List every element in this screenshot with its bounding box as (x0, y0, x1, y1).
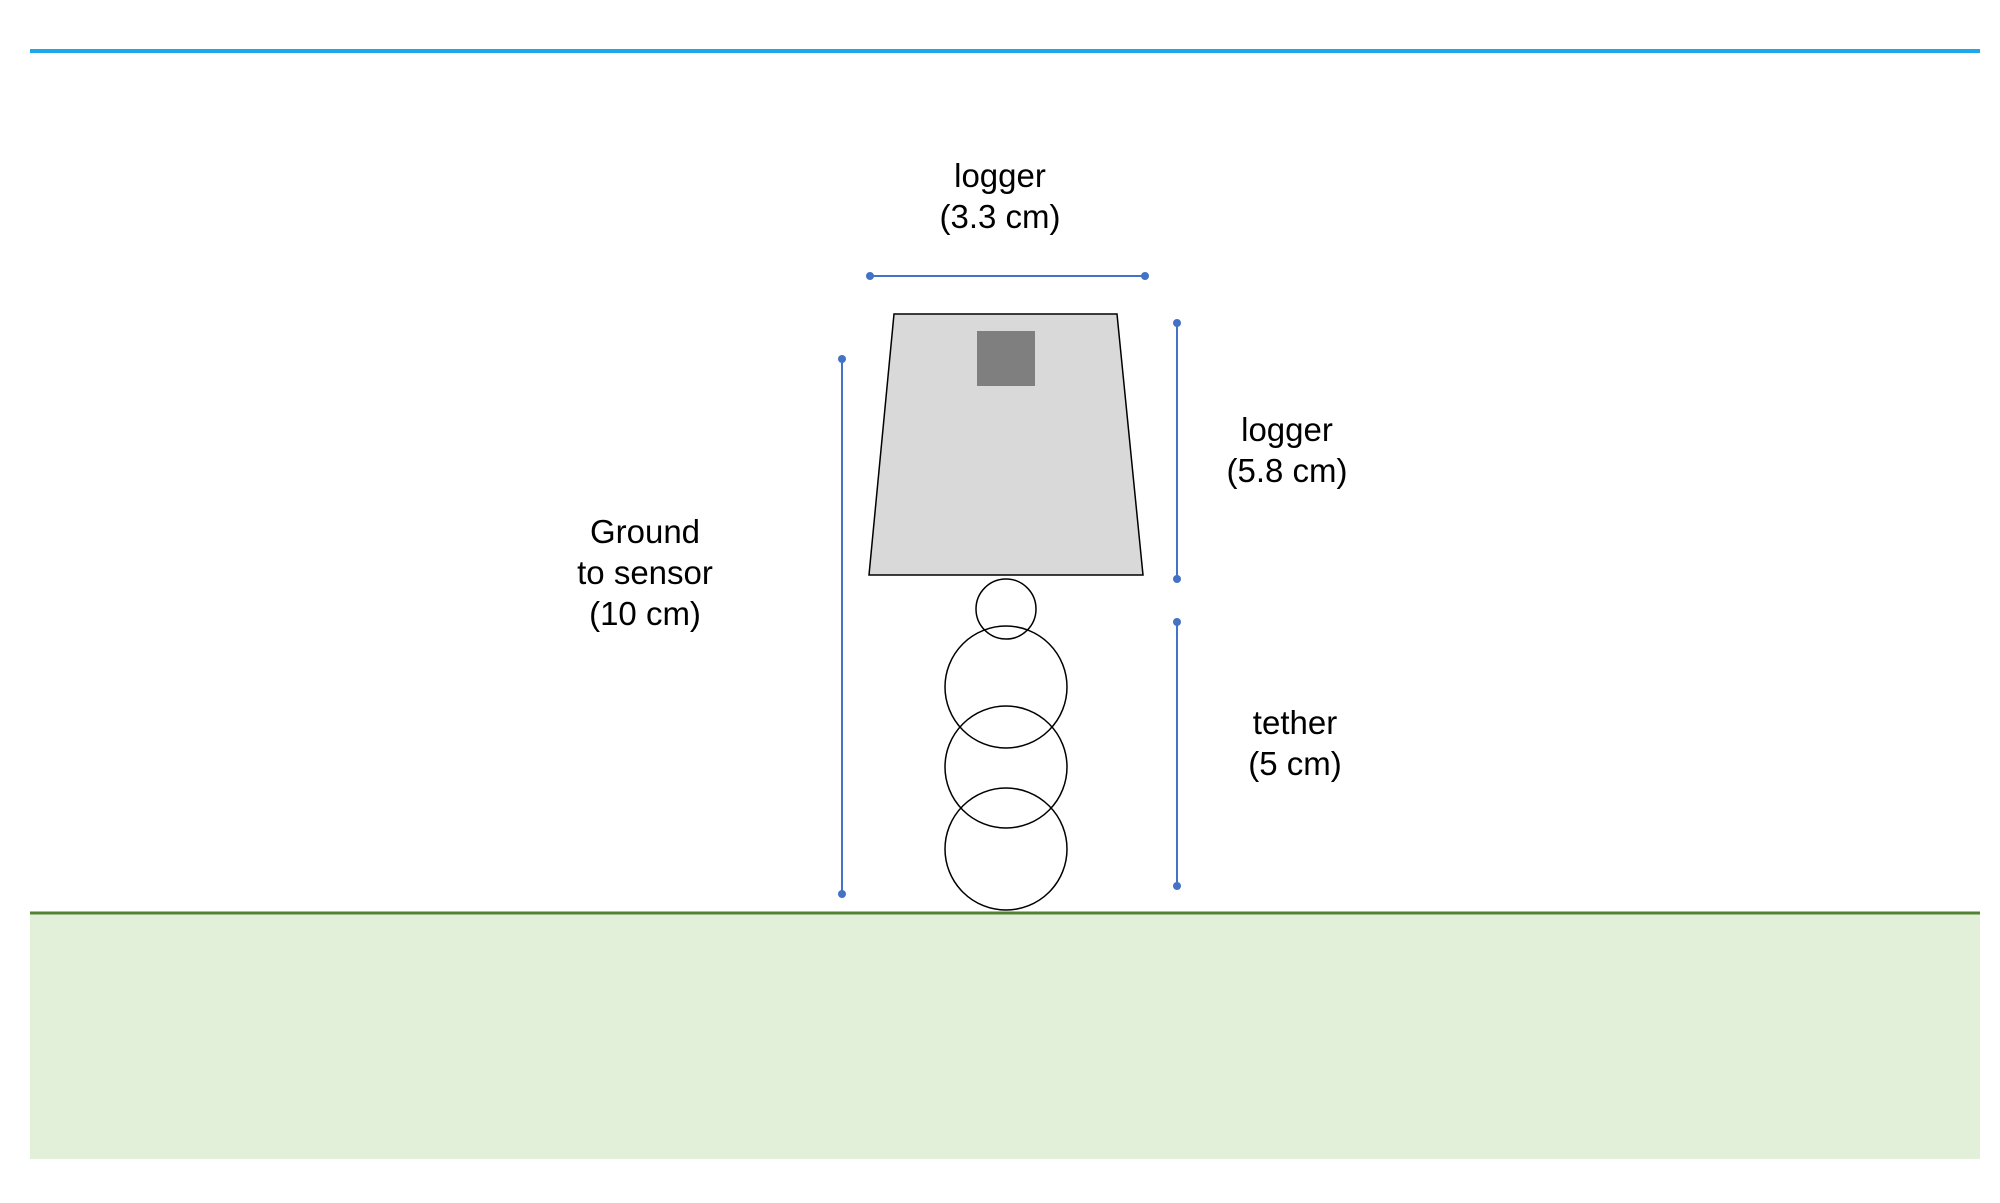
tether-ring (944, 625, 1068, 749)
sensor-square (977, 331, 1035, 386)
logger-height-label-line1: logger (1241, 411, 1333, 448)
tether-label-line1: tether (1252, 704, 1338, 741)
ground-to-sensor-label-line3: (10 cm) (589, 595, 701, 632)
tether-ring (944, 787, 1068, 911)
logger-height-dimension (1173, 319, 1181, 583)
ground-area (30, 913, 1980, 1159)
ground-to-sensor-label: Ground to sensor (10 cm) (540, 511, 750, 634)
logger-width-dimension (866, 272, 1149, 280)
ground-to-sensor-label-line2: to sensor (577, 554, 713, 591)
ground-to-sensor-dimension (838, 355, 846, 898)
ground-to-sensor-label-line1: Ground (589, 513, 701, 550)
logger-width-label: logger (3.3 cm) (900, 155, 1100, 237)
logger-height-label-line2: (5.8 cm) (1226, 452, 1348, 489)
tether-label-line2: (5 cm) (1248, 745, 1342, 782)
logger-width-label-line1: logger (954, 157, 1046, 194)
tether-dimension (1173, 618, 1181, 890)
logger-width-label-line2: (3.3 cm) (939, 198, 1061, 235)
logger-body (868, 313, 1144, 576)
tether-label: tether (5 cm) (1195, 702, 1395, 784)
tether-ring (944, 705, 1068, 829)
logger-height-label: logger (5.8 cm) (1187, 409, 1387, 491)
tether-small-ring (975, 578, 1037, 640)
